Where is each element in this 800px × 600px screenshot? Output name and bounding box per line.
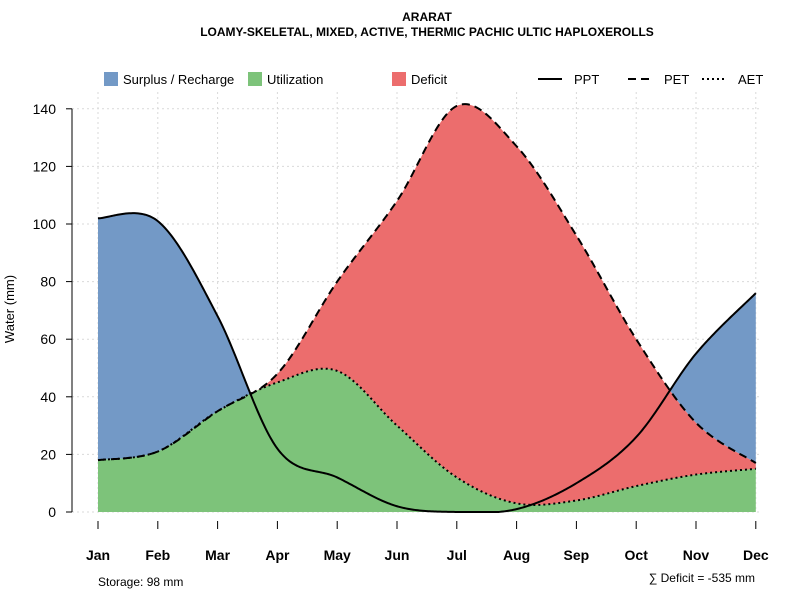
x-tick-label-nov: Nov [683,547,710,563]
legend-item-ppt: PPT [538,72,599,87]
axes: 0 20 40 60 80 100 120 140 Jan Feb Mar Apr May Jun Jul A… [33,101,769,563]
legend-label-4: PET [664,72,689,87]
y-tick-label-4: 80 [40,274,56,290]
chart-subtitle: LOAMY-SKELETAL, MIXED, ACTIVE, THERMIC P… [200,25,654,39]
x-tick-label-sep: Sep [564,547,590,563]
y-tick-label-7: 140 [33,101,57,117]
chart-title: ARARAT [402,10,452,24]
aet-line [97,367,756,506]
legend: Surplus / Recharge Utilization Deficit PPT P… [104,72,763,87]
storage-footnote: Storage: 98 mm [98,575,183,589]
x-tick-label-may: May [324,547,351,563]
x-tick-label-mar: Mar [205,547,230,563]
legend-item-aet: AET [702,72,763,87]
legend-label-5: AET [738,72,763,87]
y-tick-label-2: 40 [40,389,56,405]
y-tick-label-6: 120 [33,158,57,174]
x-tick-label-dec: Dec [743,547,769,563]
deficit-footnote: ∑ Deficit = -535 mm [649,571,755,585]
y-tick-label-1: 20 [40,446,56,462]
legend-label-0: Surplus / Recharge [123,72,234,87]
y-tick-label-5: 100 [33,216,57,232]
x-tick-label-feb: Feb [145,547,170,563]
utilization-area [98,368,756,512]
y-axis-label: Water (mm) [2,275,17,343]
legend-swatch-1 [248,72,262,86]
x-tick-label-jan: Jan [86,547,110,563]
series-lines [97,103,757,513]
x-tick-label-aug: Aug [503,547,530,563]
legend-item-surplus-recharge: Surplus / Recharge [104,72,234,87]
x-tick-label-jul: Jul [447,547,467,563]
legend-label-3: PPT [574,72,599,87]
legend-swatch-0 [104,72,118,86]
area-fills [98,104,756,512]
legend-label-2: Deficit [411,72,448,87]
x-tick-label-jun: Jun [385,547,410,563]
legend-label-1: Utilization [267,72,323,87]
y-tick-label-3: 60 [40,331,56,347]
legend-item-utilization: Utilization [248,72,323,87]
x-tick-label-oct: Oct [625,547,649,563]
surplus-area [98,104,756,464]
legend-item-pet: PET [628,72,689,87]
ppt-line [97,212,757,513]
legend-swatch-2 [392,72,406,86]
y-tick-label-0: 0 [48,504,56,520]
legend-item-deficit: Deficit [392,72,448,87]
x-tick-label-apr: Apr [265,547,290,563]
deficit-area [98,104,756,505]
